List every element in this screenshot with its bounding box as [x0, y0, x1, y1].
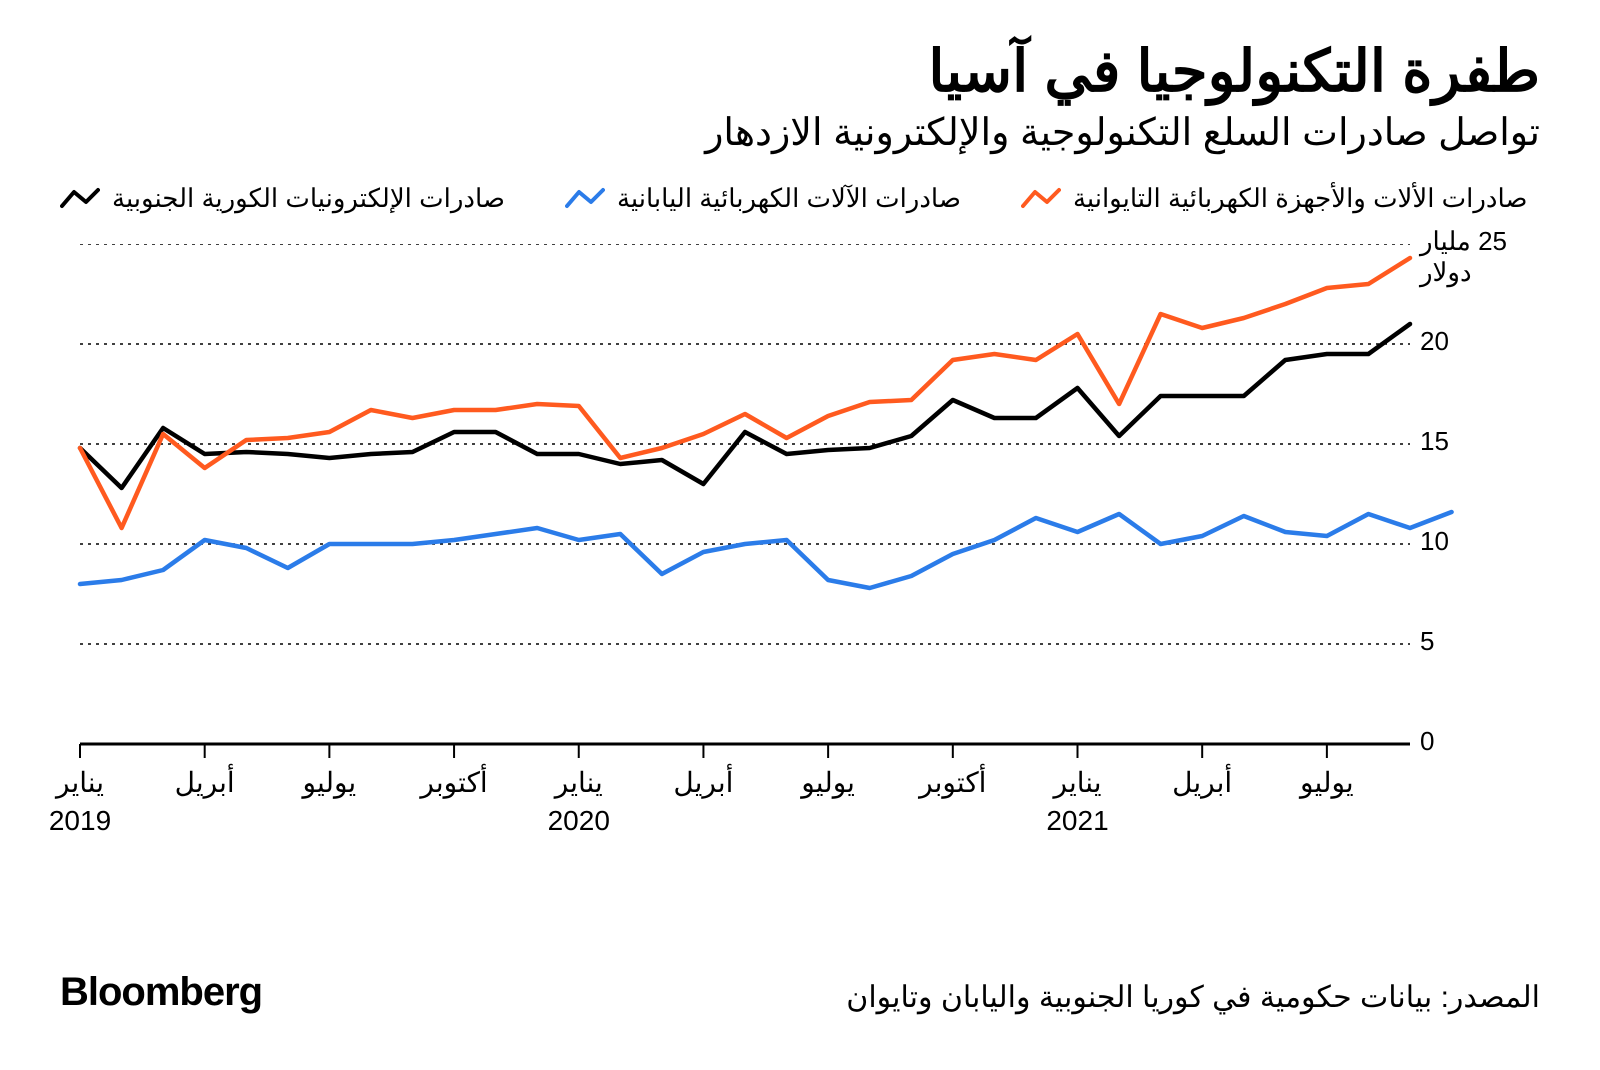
series-line-taiwan — [80, 258, 1410, 528]
x-tick-label: أبريل — [673, 764, 733, 802]
series-line-japan — [80, 512, 1452, 588]
chart-title: طفرة التكنولوجيا في آسيا — [60, 40, 1540, 104]
x-tick-label: أبريل — [1172, 764, 1232, 802]
legend-item-korea: صادرات الإلكترونيات الكورية الجنوبية — [60, 183, 505, 214]
legend-item-japan: صادرات الآلات الكهربائية اليابانية — [565, 183, 961, 214]
plot-area: 25 مليار دولار20151050 يناير2019أبريليول… — [60, 244, 1540, 864]
legend-label-japan: صادرات الآلات الكهربائية اليابانية — [617, 183, 961, 214]
x-tick-label: أبريل — [175, 764, 235, 802]
legend-label-taiwan: صادرات الألات والأجهزة الكهربائية التايو… — [1073, 183, 1528, 214]
x-tick-label: أكتوبر — [420, 764, 487, 802]
y-tick-label: 0 — [1420, 726, 1434, 757]
legend-swatch-taiwan — [1021, 186, 1061, 210]
x-tick-label: يناير2021 — [1046, 764, 1108, 840]
y-tick-label: 10 — [1420, 526, 1449, 557]
source-text: المصدر: بيانات حكومية في كوريا الجنوبية … — [846, 980, 1540, 1015]
legend-swatch-korea — [60, 186, 100, 210]
x-tick-label: أكتوبر — [919, 764, 986, 802]
x-tick-label: يناير2019 — [49, 764, 111, 840]
x-tick-label: يوليو — [801, 764, 855, 802]
footer: المصدر: بيانات حكومية في كوريا الجنوبية … — [60, 970, 1540, 1015]
series-line-korea — [80, 324, 1410, 488]
chart-container: طفرة التكنولوجيا في آسيا تواصل صادرات ال… — [0, 0, 1600, 1070]
legend-label-korea: صادرات الإلكترونيات الكورية الجنوبية — [112, 183, 505, 214]
legend-item-taiwan: صادرات الألات والأجهزة الكهربائية التايو… — [1021, 183, 1528, 214]
legend-swatch-japan — [565, 186, 605, 210]
x-tick-label: يوليو — [303, 764, 357, 802]
y-tick-label: 20 — [1420, 326, 1449, 357]
x-tick-label: يناير2020 — [548, 764, 610, 840]
chart-subtitle: تواصل صادرات السلع التكنولوجية والإلكترو… — [60, 110, 1540, 155]
y-tick-label: 5 — [1420, 626, 1434, 657]
x-tick-label: يوليو — [1300, 764, 1354, 802]
y-tick-label: 15 — [1420, 426, 1449, 457]
y-tick-label: 25 مليار دولار — [1420, 226, 1540, 288]
legend: صادرات الإلكترونيات الكورية الجنوبية صادر… — [60, 183, 1540, 214]
brand-logo: Bloomberg — [60, 970, 262, 1015]
